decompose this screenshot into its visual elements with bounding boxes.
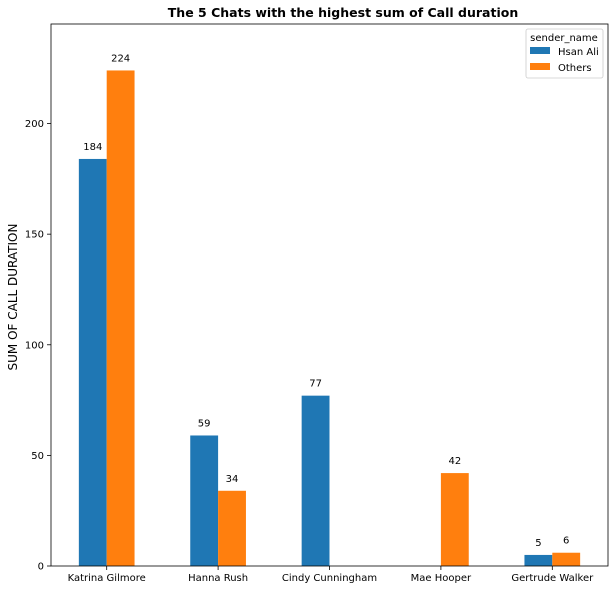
x-tick-label-mae-hooper: Mae Hooper bbox=[411, 573, 472, 584]
data-label-others-mae-hooper: 42 bbox=[448, 456, 461, 467]
data-labels: 184 224 59 34 77 42 5 6 bbox=[83, 53, 569, 548]
y-axis-ticks: 0 50 100 150 200 bbox=[25, 119, 51, 573]
y-tick-label: 0 bbox=[38, 562, 44, 573]
y-tick-label: 200 bbox=[25, 119, 44, 130]
data-label-hsan-ali-hanna-rush: 59 bbox=[198, 418, 211, 429]
x-tick-label-cindy-cunningham: Cindy Cunningham bbox=[282, 573, 377, 584]
y-tick-label: 100 bbox=[25, 340, 44, 351]
data-label-others-katrina-gilmore: 224 bbox=[111, 53, 130, 64]
bar-others-mae-hooper bbox=[440, 473, 469, 566]
bar-others-hanna-rush bbox=[218, 490, 246, 566]
x-tick-label-katrina-gilmore: Katrina Gilmore bbox=[68, 573, 146, 584]
x-axis-ticks: Katrina Gilmore Hanna Rush Cindy Cunningha… bbox=[68, 566, 594, 584]
data-label-hsan-ali-katrina-gilmore: 184 bbox=[83, 142, 102, 153]
bar-hsan-ali-hanna-rush bbox=[190, 435, 219, 566]
legend-swatch-others bbox=[530, 63, 550, 70]
y-tick-label: 150 bbox=[25, 230, 44, 241]
data-label-hsan-ali-gertrude-walker: 5 bbox=[535, 538, 541, 549]
data-label-hsan-ali-cindy-cunningham: 77 bbox=[309, 379, 322, 390]
bars bbox=[78, 70, 581, 566]
plot-frame bbox=[50, 23, 609, 567]
y-tick-label: 50 bbox=[31, 451, 44, 462]
legend-swatch-hsan-ali bbox=[530, 47, 550, 54]
legend-title: sender_name bbox=[530, 33, 598, 44]
bar-hsan-ali-katrina-gilmore bbox=[78, 158, 107, 566]
y-axis-label: SUM OF CALL DURATION bbox=[6, 224, 20, 371]
x-tick-label-gertrude-walker: Gertrude Walker bbox=[511, 573, 594, 584]
legend-label-hsan-ali: Hsan Ali bbox=[558, 47, 599, 58]
chart-title: The 5 Chats with the highest sum of Call… bbox=[168, 5, 518, 20]
data-label-others-hanna-rush: 34 bbox=[226, 474, 239, 485]
bar-hsan-ali-gertrude-walker bbox=[524, 554, 553, 566]
data-label-others-gertrude-walker: 6 bbox=[563, 536, 569, 547]
legend: sender_name Hsan Ali Others bbox=[525, 28, 604, 79]
legend-label-others: Others bbox=[558, 63, 592, 74]
x-tick-label-hanna-rush: Hanna Rush bbox=[188, 573, 248, 584]
bar-hsan-ali-cindy-cunningham bbox=[301, 395, 330, 566]
bar-others-katrina-gilmore bbox=[106, 70, 135, 566]
bar-others-gertrude-walker bbox=[552, 552, 581, 566]
